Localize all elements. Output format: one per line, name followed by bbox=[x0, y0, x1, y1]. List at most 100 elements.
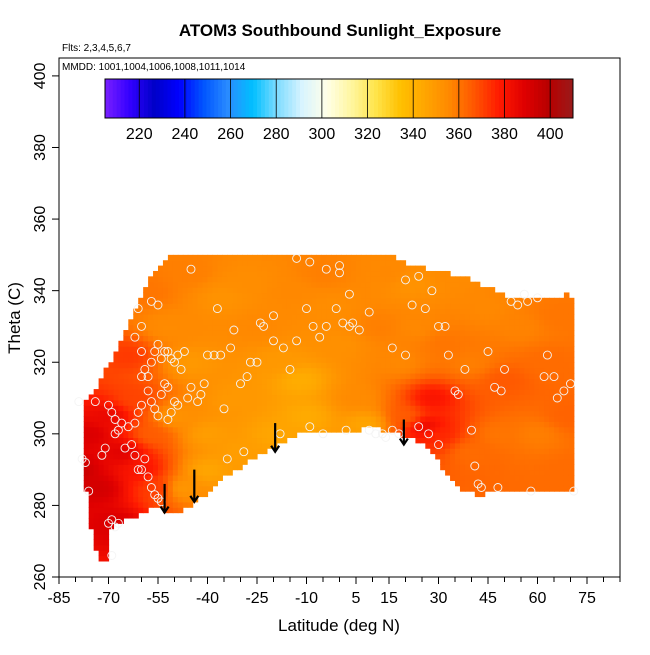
field-cell bbox=[519, 394, 525, 401]
field-cell bbox=[356, 351, 362, 358]
observation-marker bbox=[364, 425, 374, 435]
colorbar-swatch bbox=[495, 79, 500, 118]
field-cell bbox=[568, 448, 575, 455]
field-cell bbox=[563, 362, 570, 369]
field-cell bbox=[108, 517, 115, 524]
field-cell bbox=[242, 453, 248, 460]
field-cell bbox=[430, 313, 436, 320]
field-cell bbox=[524, 415, 530, 422]
field-cell bbox=[212, 453, 218, 460]
field-cell bbox=[514, 437, 520, 444]
field-cell bbox=[395, 297, 402, 304]
field-cell bbox=[331, 313, 337, 320]
field-cell bbox=[128, 389, 134, 396]
field-cell bbox=[509, 383, 515, 390]
field-cell bbox=[519, 458, 525, 465]
field-cell bbox=[430, 394, 436, 401]
field-cell bbox=[346, 265, 352, 272]
field-cell bbox=[405, 362, 412, 369]
field-cell bbox=[519, 464, 525, 471]
field-cell bbox=[232, 442, 238, 449]
field-cell bbox=[143, 496, 149, 503]
field-cell bbox=[227, 308, 233, 315]
field-cell bbox=[430, 292, 436, 299]
observation-marker bbox=[107, 551, 117, 560]
observation-marker bbox=[331, 304, 341, 314]
field-cell bbox=[222, 276, 228, 283]
field-cell bbox=[252, 254, 258, 261]
field-cell bbox=[167, 491, 174, 498]
field-cell bbox=[326, 372, 332, 379]
field-cell bbox=[563, 485, 570, 492]
field-cell bbox=[257, 389, 263, 396]
field-cell bbox=[539, 421, 545, 428]
field-cell bbox=[212, 437, 218, 444]
field-cell bbox=[222, 389, 228, 396]
field-cell bbox=[113, 485, 119, 492]
field-cell bbox=[143, 448, 149, 455]
field-cell bbox=[252, 346, 258, 353]
field-cell bbox=[445, 442, 451, 449]
colorbar-swatch bbox=[253, 79, 258, 118]
field-cell bbox=[187, 464, 194, 471]
field-cell bbox=[148, 281, 154, 288]
field-cell bbox=[450, 319, 456, 326]
field-cell bbox=[395, 260, 402, 267]
field-cell bbox=[356, 265, 362, 272]
field-cell bbox=[445, 287, 451, 294]
field-cell bbox=[321, 270, 327, 277]
field-cell bbox=[375, 303, 382, 310]
field-cell bbox=[346, 270, 352, 277]
field-cell bbox=[544, 367, 550, 374]
field-cell bbox=[341, 330, 347, 336]
field-cell bbox=[83, 415, 90, 422]
field-cell bbox=[479, 453, 486, 460]
colorbar-swatch bbox=[112, 79, 118, 118]
field-cell bbox=[316, 378, 322, 385]
field-cell bbox=[232, 265, 238, 272]
colorbar-swatch bbox=[424, 79, 430, 118]
field-cell bbox=[118, 453, 124, 460]
field-cell bbox=[375, 281, 382, 288]
field-cell bbox=[138, 356, 144, 363]
field-cell bbox=[450, 389, 456, 396]
field-cell bbox=[182, 501, 189, 508]
field-cell bbox=[539, 367, 545, 374]
field-cell bbox=[113, 410, 119, 417]
field-cell bbox=[237, 367, 243, 374]
field-cell bbox=[519, 303, 525, 310]
field-cell bbox=[390, 351, 397, 358]
field-cell bbox=[464, 442, 471, 449]
field-cell bbox=[162, 340, 169, 347]
field-cell bbox=[247, 335, 253, 342]
field-cell bbox=[331, 260, 337, 267]
field-cell bbox=[331, 287, 337, 294]
field-cell bbox=[440, 340, 446, 347]
field-cell bbox=[143, 292, 149, 299]
field-cell bbox=[222, 432, 228, 439]
observation-marker bbox=[467, 425, 476, 435]
field-cell bbox=[222, 287, 228, 294]
field-cell bbox=[133, 335, 139, 342]
field-cell bbox=[558, 415, 565, 422]
field-cell bbox=[232, 437, 238, 444]
field-cell bbox=[524, 458, 530, 465]
field-cell bbox=[232, 276, 238, 283]
field-cell bbox=[232, 287, 238, 294]
field-cell bbox=[558, 464, 565, 471]
field-cell bbox=[237, 421, 243, 428]
field-cell bbox=[133, 491, 139, 498]
field-cell bbox=[405, 378, 412, 385]
field-cell bbox=[341, 362, 347, 369]
field-cell bbox=[455, 281, 461, 288]
field-cell bbox=[301, 421, 308, 428]
field-cell bbox=[504, 469, 511, 476]
field-cell bbox=[445, 340, 451, 347]
field-cell bbox=[286, 410, 293, 417]
field-cell bbox=[484, 480, 491, 487]
field-cell bbox=[222, 340, 228, 347]
field-cell bbox=[266, 356, 273, 363]
field-cell bbox=[187, 501, 194, 508]
field-cell bbox=[187, 405, 194, 412]
field-cell bbox=[459, 287, 466, 294]
